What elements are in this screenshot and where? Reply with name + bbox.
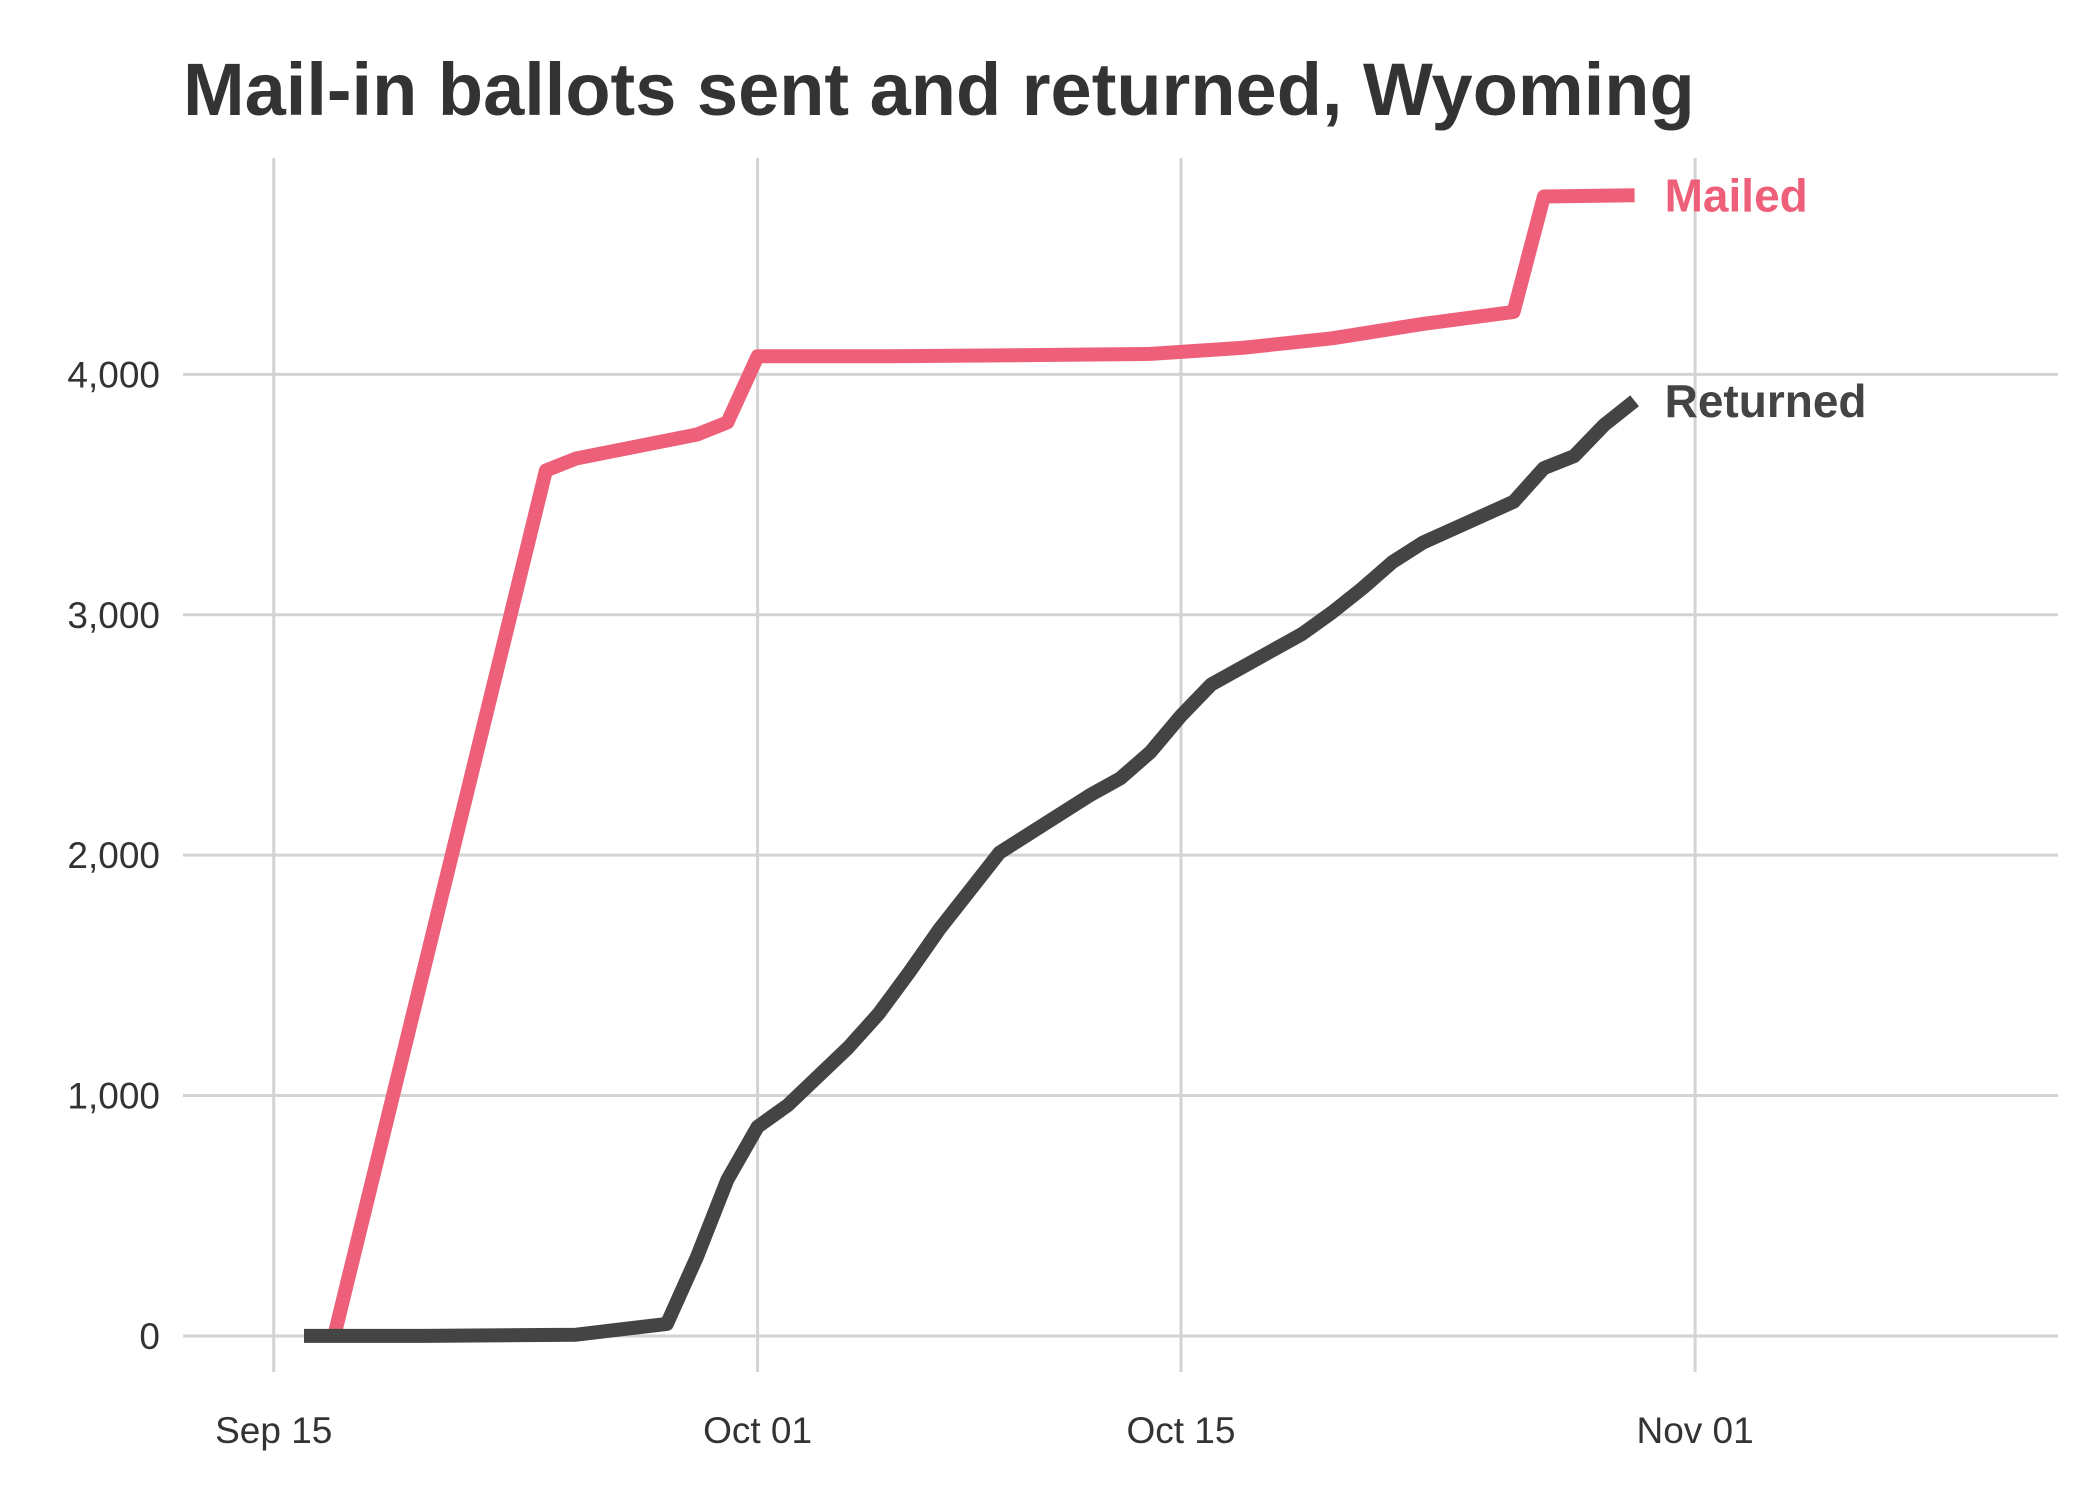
y-axis-tick-labels: 0 1,000 2,000 3,000 4,000 [67,354,160,1357]
chart-title: Mail-in ballots sent and returned, Wyomi… [183,48,1695,131]
x-gridlines [272,158,1697,1372]
x-tick-label: Sep 15 [215,1410,332,1451]
series-line-mailed [327,188,1635,1338]
series-labels: Mailed Returned [1665,169,1867,427]
y-tick-label: 1,000 [67,1076,160,1117]
series-label-returned: Returned [1665,375,1867,427]
x-tick-label: Nov 01 [1636,1410,1753,1451]
y-tick-label: 4,000 [67,354,160,395]
y-gridlines [183,372,2058,1338]
x-tick-label: Oct 15 [1126,1410,1235,1451]
x-tick-label: Oct 01 [703,1410,812,1451]
y-tick-label: 2,000 [67,835,160,876]
x-axis-tick-labels: Sep 15 Oct 01 Oct 15 Nov 01 [215,1410,1754,1451]
series-label-mailed: Mailed [1665,169,1808,221]
y-tick-label: 3,000 [67,595,160,636]
series-lines [304,188,1639,1343]
series-line-returned [304,395,1639,1343]
y-tick-label: 0 [139,1316,160,1357]
